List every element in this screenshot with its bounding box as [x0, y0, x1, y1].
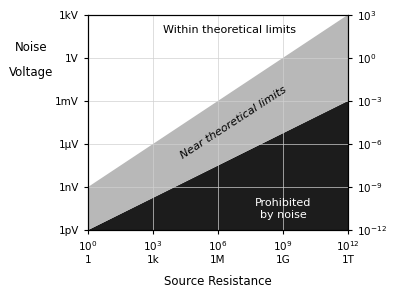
Text: 1M: 1M [210, 255, 226, 265]
Text: Voltage: Voltage [9, 66, 53, 79]
Text: Within theoretical limits: Within theoretical limits [163, 25, 296, 35]
Text: Near theoretical limits: Near theoretical limits [178, 85, 288, 161]
Text: 1G: 1G [276, 255, 290, 265]
X-axis label: Source Resistance: Source Resistance [164, 275, 272, 288]
Polygon shape [88, 101, 348, 230]
Polygon shape [88, 15, 348, 230]
Text: 1: 1 [85, 255, 91, 265]
Text: 1T: 1T [342, 255, 354, 265]
Text: 1k: 1k [147, 255, 159, 265]
Text: Noise: Noise [14, 40, 47, 54]
Text: Prohibited
by noise: Prohibited by noise [255, 198, 311, 220]
